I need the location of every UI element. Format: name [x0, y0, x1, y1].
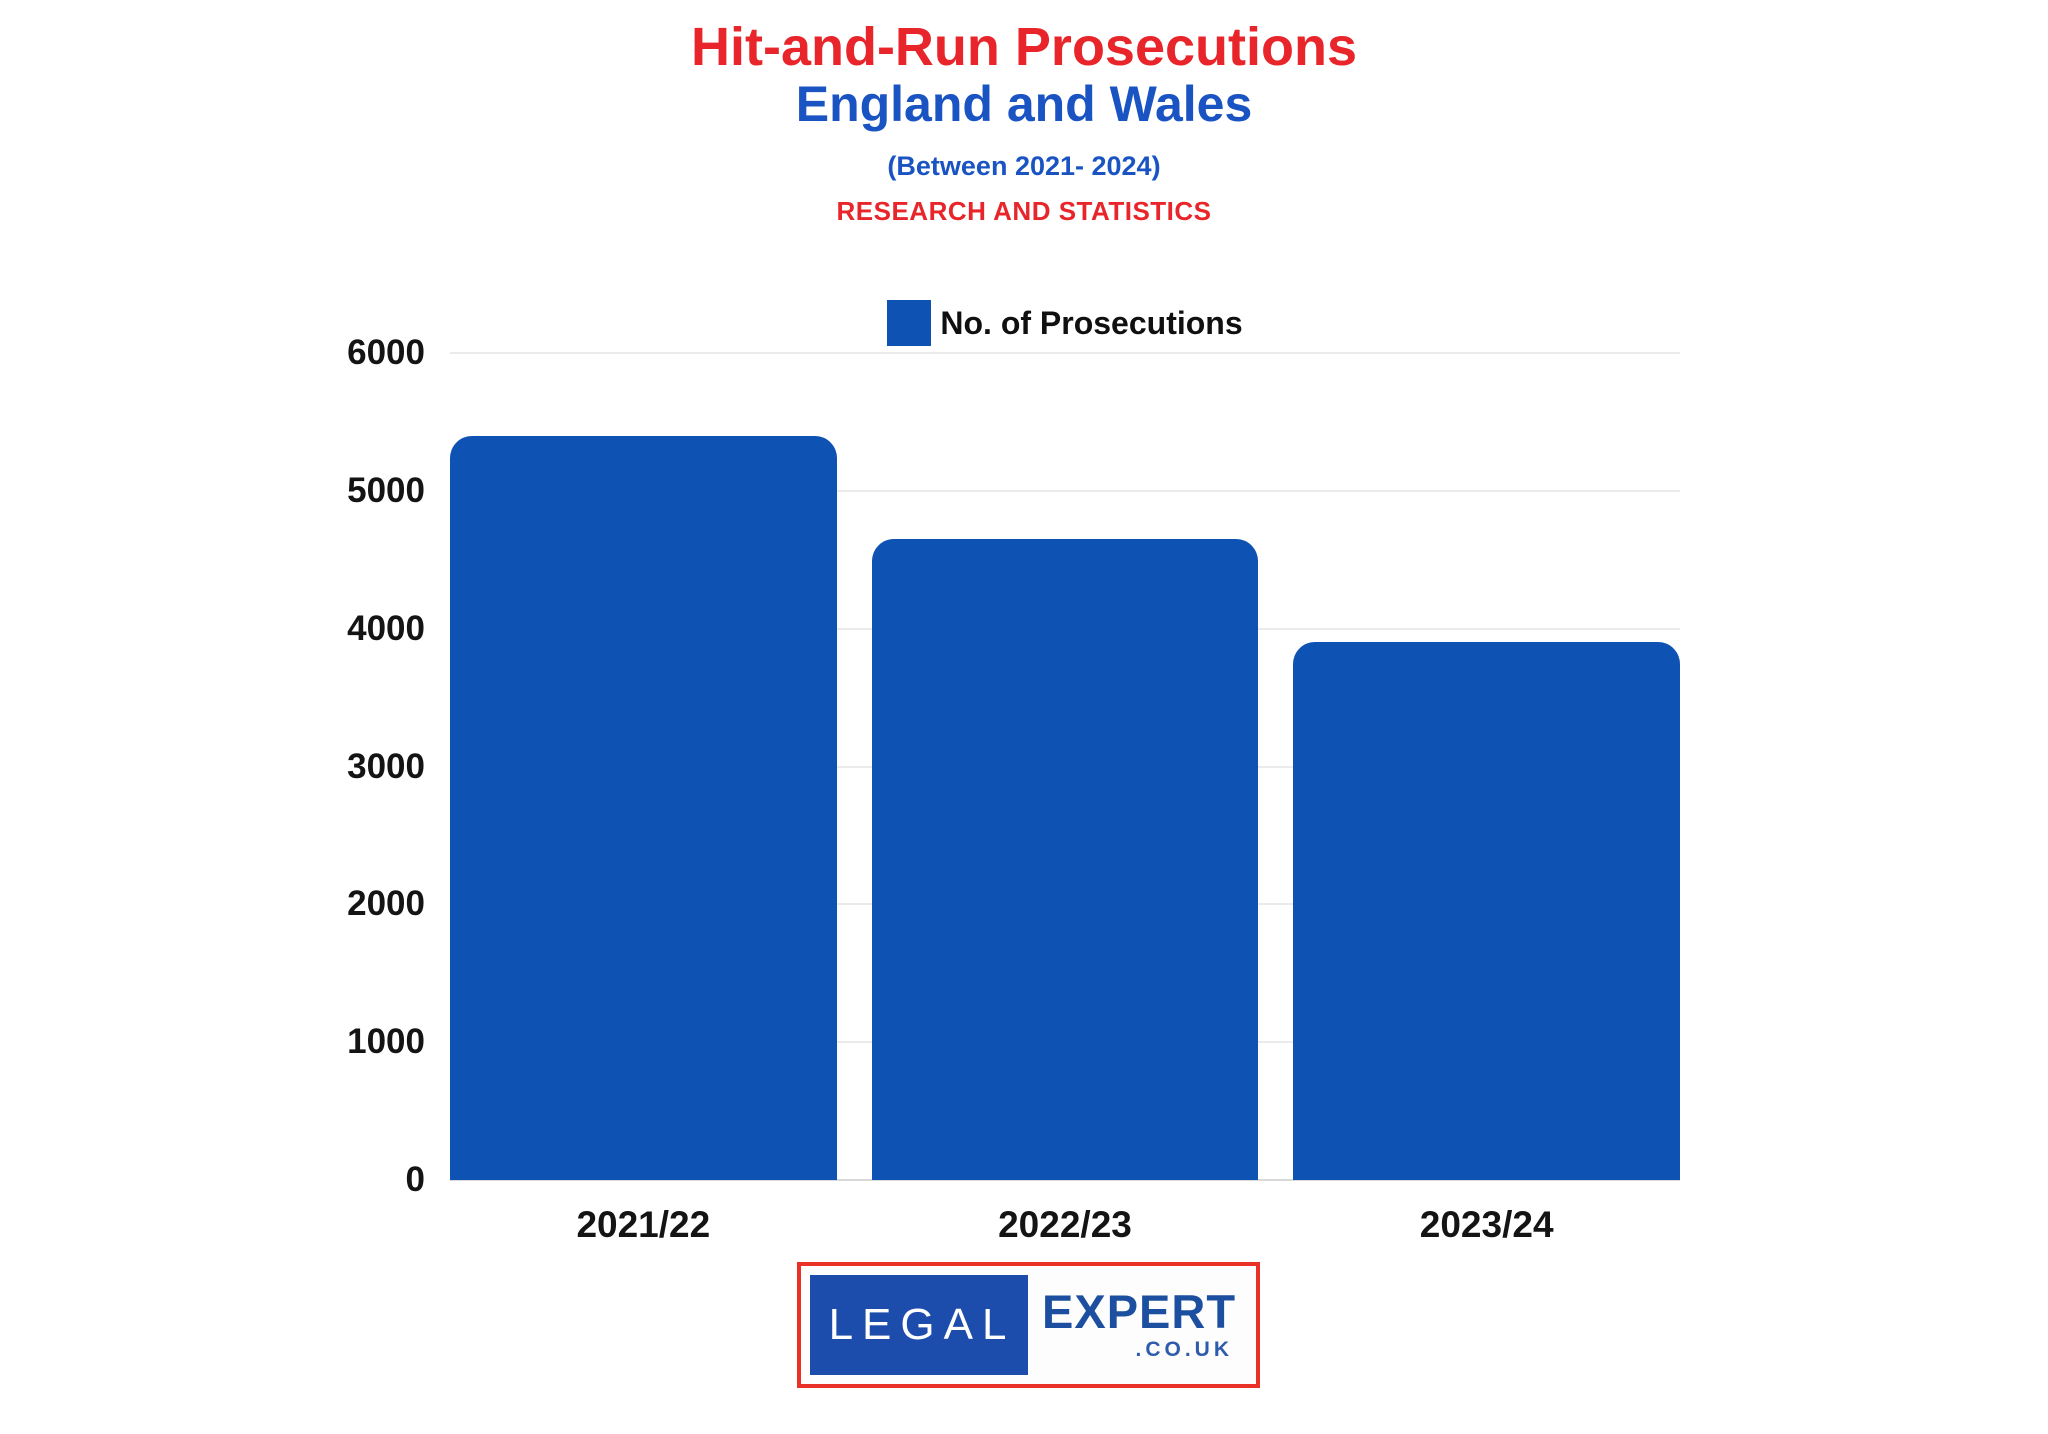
x-axis-label-2021-22: 2021/22	[576, 1204, 711, 1245]
chart-category: RESEARCH AND STATISTICS	[836, 196, 1212, 226]
y-axis-label-1000: 1000	[347, 1022, 425, 1062]
logo-couk-text: .CO.UK	[1135, 1338, 1233, 1361]
bar-2021-22	[450, 435, 837, 1180]
chart-legend: No. of Prosecutions	[450, 300, 1680, 346]
chart-period: (Between 2021- 2024)	[887, 151, 1161, 181]
legend-swatch-icon	[887, 300, 932, 346]
gridline-6000	[450, 352, 1680, 354]
legal-expert-logo: LEGAL EXPERT .CO.UK	[797, 1262, 1260, 1388]
title-block: Hit-and-Run Prosecutions England and Wal…	[0, 18, 2048, 226]
y-axis-label-6000: 6000	[347, 333, 425, 372]
y-axis-label-4000: 4000	[347, 608, 425, 648]
chart-subtitle: England and Wales	[795, 76, 1253, 132]
logo-expert-text: EXPERT	[1042, 1285, 1237, 1338]
bar-2022-23	[871, 539, 1259, 1180]
x-axis-label-2023-24: 2023/24	[1419, 1204, 1554, 1245]
logo-legal-text: LEGAL	[828, 1300, 1016, 1349]
gridline-5000	[450, 489, 1680, 492]
legend-item: No. of Prosecutions	[887, 300, 1243, 346]
logo-legal-box: LEGAL	[810, 1275, 1028, 1375]
y-axis-label-2000: 2000	[347, 884, 425, 924]
logo-right-block: EXPERT .CO.UK	[1028, 1287, 1247, 1363]
bar-2023-24	[1293, 642, 1680, 1180]
y-axis-label-5000: 5000	[347, 470, 425, 510]
y-axis-label-0: 0	[405, 1160, 425, 1199]
legend-label: No. of Prosecutions	[940, 304, 1243, 341]
x-axis-baseline	[450, 1179, 1680, 1181]
y-axis-label-3000: 3000	[347, 746, 425, 786]
chart-title: Hit-and-Run Prosecutions	[690, 17, 1357, 77]
x-axis-label-2022-23: 2022/23	[998, 1204, 1132, 1245]
